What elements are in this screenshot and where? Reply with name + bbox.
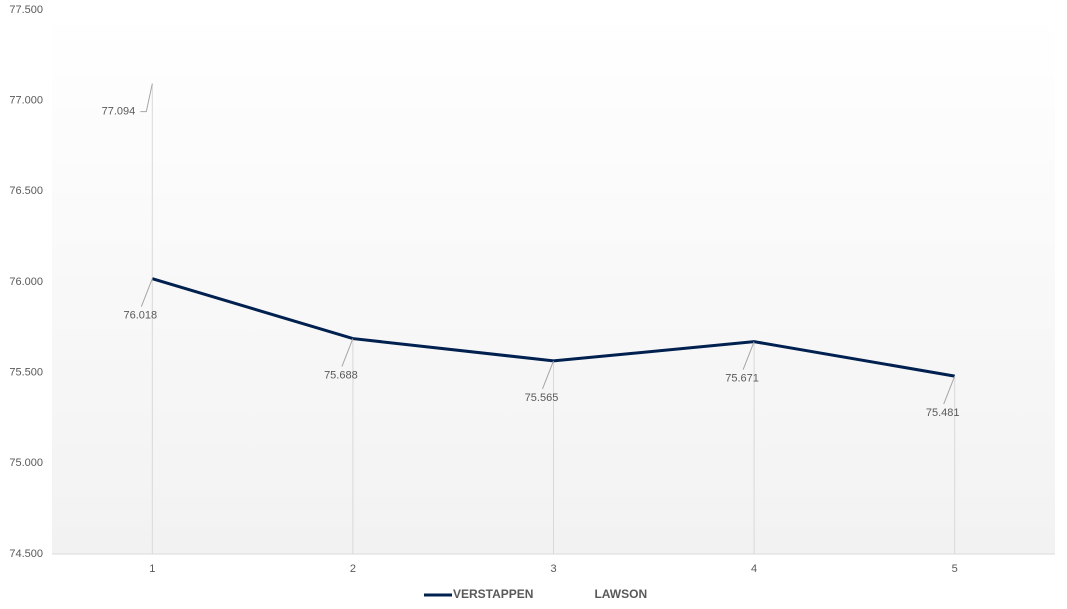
label-leader bbox=[542, 360, 554, 390]
x-tick-label: 3 bbox=[550, 563, 556, 575]
y-tick-label: 77.000 bbox=[9, 95, 43, 107]
x-tick-label: 2 bbox=[350, 563, 356, 575]
data-label: 76.018 bbox=[123, 310, 157, 322]
label-leader bbox=[943, 375, 956, 405]
label-leader bbox=[742, 341, 755, 370]
data-label: 75.481 bbox=[926, 407, 960, 419]
legend-label: LAWSON bbox=[594, 587, 647, 601]
data-label: 75.671 bbox=[725, 373, 759, 385]
y-tick-label: 76.000 bbox=[9, 276, 43, 288]
y-tick-label: 77.500 bbox=[9, 4, 43, 16]
legend-label: VERSTAPPEN bbox=[453, 587, 533, 601]
data-label: 75.688 bbox=[324, 369, 358, 381]
y-tick-label: 74.500 bbox=[9, 548, 43, 560]
data-label: 75.565 bbox=[525, 392, 559, 404]
label-leader bbox=[140, 83, 153, 113]
x-tick-label: 5 bbox=[952, 563, 958, 575]
x-tick-label: 1 bbox=[149, 563, 155, 575]
data-label: 77.094 bbox=[102, 106, 136, 118]
y-tick-label: 76.500 bbox=[9, 185, 43, 197]
x-tick-label: 4 bbox=[751, 563, 757, 575]
y-tick-label: 75.500 bbox=[9, 367, 43, 379]
y-tick-label: 75.000 bbox=[9, 457, 43, 469]
label-leader bbox=[140, 278, 153, 307]
label-leader bbox=[341, 338, 354, 367]
